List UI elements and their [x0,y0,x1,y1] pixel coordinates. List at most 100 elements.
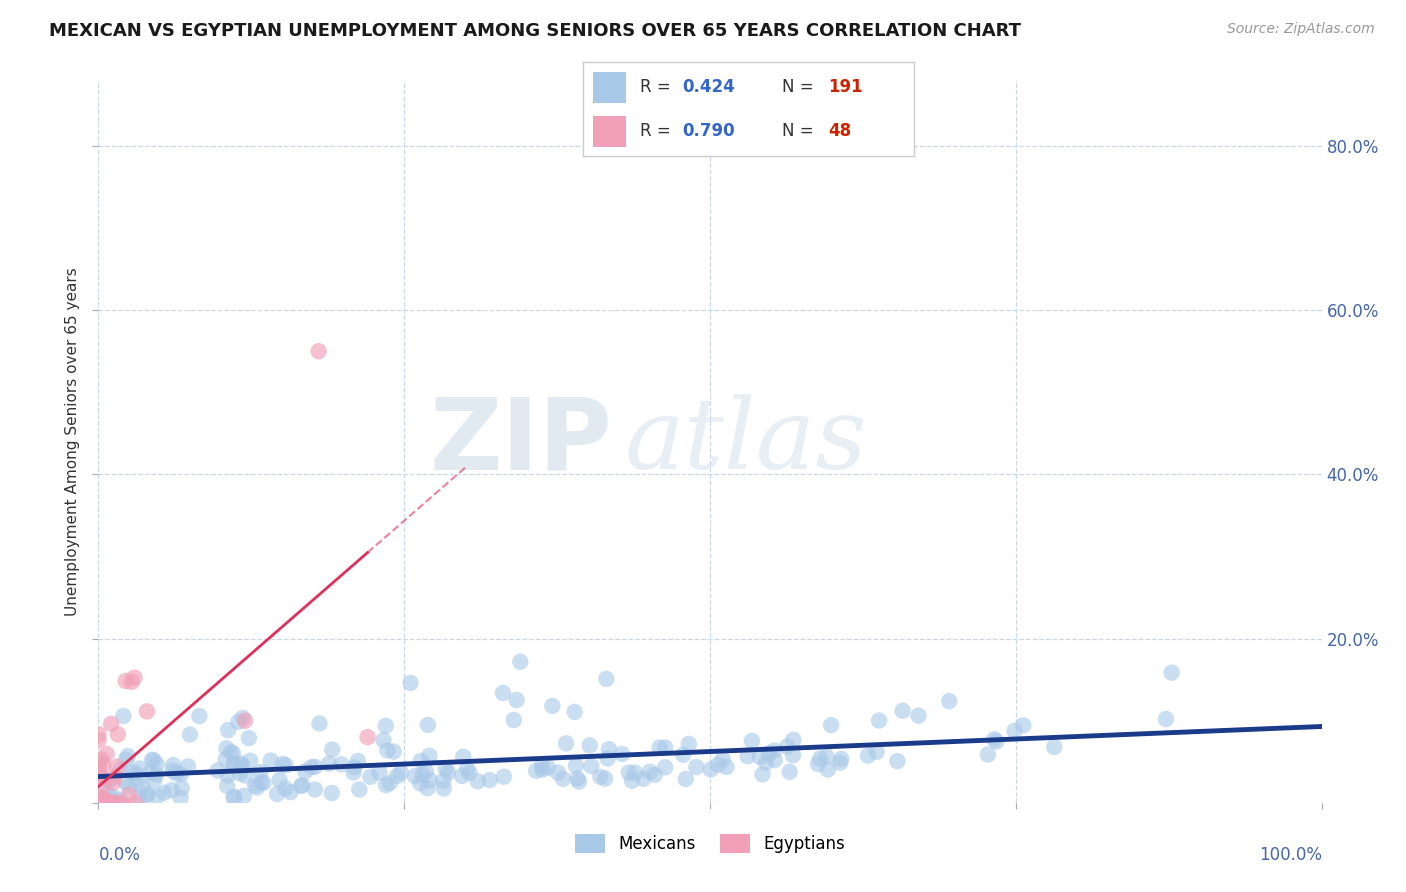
Point [568,774,591,789]
Point [891,704,914,718]
Point [260,754,283,768]
Point [830,752,852,766]
Point [162,758,184,772]
Point [610,747,633,761]
Point [654,760,676,774]
Point [170,767,193,781]
Point [101,775,124,789]
Point [741,734,763,748]
Point [817,763,839,777]
Point [492,770,515,784]
Point [229,766,252,780]
Point [648,740,671,755]
Point [375,778,398,792]
Point [249,765,271,780]
Point [321,786,343,800]
Point [567,772,589,786]
Point [416,718,439,732]
Point [96,747,118,761]
Point [868,714,890,728]
Point [222,746,245,760]
Text: 191: 191 [828,78,863,96]
Point [89,796,111,810]
Point [266,787,288,801]
Point [596,751,619,765]
Point [97,773,120,788]
Point [530,758,553,772]
Point [986,734,1008,748]
Point [389,765,412,780]
Point [308,344,330,359]
Point [179,727,201,741]
Point [217,723,239,738]
Point [170,781,193,796]
Point [318,756,340,771]
Point [808,751,831,765]
Point [343,760,366,774]
Point [100,716,122,731]
Point [432,774,454,789]
Point [595,672,617,686]
Point [385,769,408,783]
Point [177,759,200,773]
Point [89,796,111,810]
Point [136,787,159,801]
Point [93,757,115,772]
Point [90,753,112,767]
Point [564,705,586,719]
Point [644,768,666,782]
Point [434,762,457,776]
Point [124,796,146,810]
Point [502,713,524,727]
Point [280,785,302,799]
Point [509,655,531,669]
Point [524,764,547,778]
Point [224,789,246,804]
Point [146,789,169,804]
Point [274,781,297,796]
Point [94,794,117,808]
Point [274,758,297,772]
Point [117,749,139,764]
Point [217,768,239,782]
Point [807,757,830,772]
Point [399,676,422,690]
Point [672,747,695,762]
Point [938,694,960,708]
Point [373,733,395,747]
Point [1004,723,1026,738]
Point [404,769,426,783]
Point [136,789,159,803]
Point [125,765,148,780]
Point [162,764,184,778]
Text: ZIP: ZIP [429,393,612,490]
Point [451,749,474,764]
Point [228,714,250,729]
Point [342,765,364,780]
Point [374,719,396,733]
Point [291,778,314,792]
Point [87,796,110,810]
Point [492,686,515,700]
Point [90,771,112,785]
Point [101,789,124,804]
Point [368,765,391,780]
Point [1043,739,1066,754]
Point [87,761,110,775]
Point [104,770,127,784]
Point [271,756,294,771]
Point [243,779,266,793]
Point [907,708,929,723]
Point [233,714,256,728]
Point [87,796,110,810]
Point [97,787,120,801]
Point [87,756,110,770]
Point [89,790,111,805]
Point [377,743,399,757]
Point [96,796,118,810]
Point [621,773,644,788]
Point [114,775,136,789]
Point [779,764,801,779]
Point [165,766,187,780]
Point [238,731,260,746]
